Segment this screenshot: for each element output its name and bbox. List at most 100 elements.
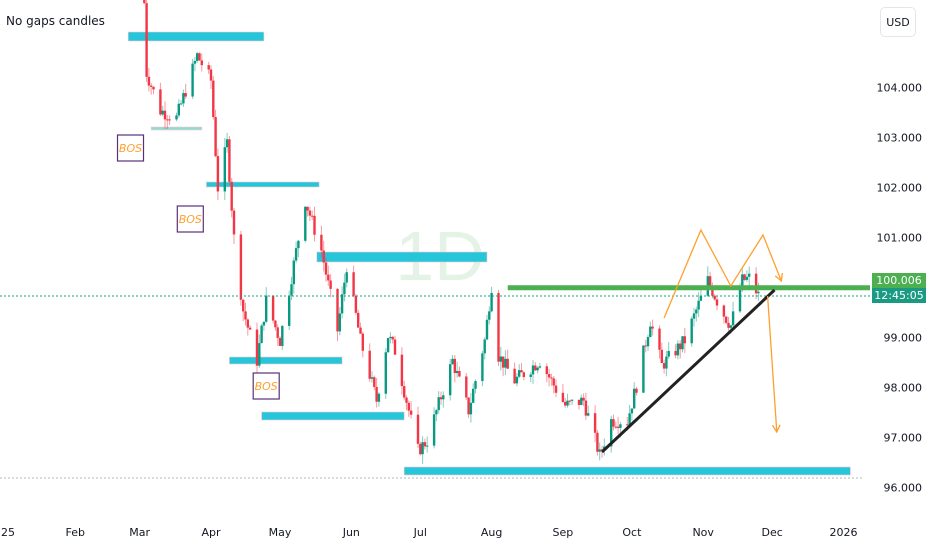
- candle-body: [177, 103, 180, 116]
- candle: [352, 265, 355, 298]
- candle-body: [322, 250, 325, 263]
- candle-body: [361, 333, 364, 351]
- candle: [635, 386, 638, 396]
- candle-body: [593, 413, 597, 433]
- candle-body: [642, 345, 645, 393]
- candle-body: [359, 327, 362, 334]
- x-tick-label: Jun: [342, 526, 360, 539]
- candle-body: [352, 272, 355, 296]
- candle-body: [490, 292, 493, 312]
- candle-body: [469, 402, 473, 415]
- candle-body: [577, 399, 581, 405]
- candle: [612, 414, 615, 431]
- y-tick-label: 102.000: [876, 181, 923, 195]
- candle-body: [453, 358, 456, 374]
- candle: [327, 265, 330, 286]
- candle: [338, 306, 341, 336]
- candle-body: [449, 364, 452, 396]
- candle-body: [419, 443, 422, 455]
- x-tick-label: Dec: [761, 526, 783, 539]
- candle: [531, 360, 535, 384]
- candle-body: [731, 311, 735, 326]
- candle: [439, 391, 443, 406]
- candle: [232, 207, 236, 245]
- candle: [748, 266, 751, 286]
- candle: [642, 345, 645, 393]
- candle: [322, 240, 325, 272]
- candle-body: [690, 318, 693, 344]
- candle-body: [674, 350, 677, 356]
- candle: [465, 373, 468, 401]
- candle-body: [357, 312, 360, 328]
- candle-body: [432, 414, 436, 446]
- x-tick-label: Sep: [552, 526, 574, 539]
- candle-body: [216, 156, 220, 192]
- candle-body: [405, 397, 408, 403]
- candle-body: [545, 366, 548, 375]
- candle-body: [483, 339, 486, 354]
- candle: [695, 306, 698, 322]
- candle-body: [294, 248, 298, 261]
- candle-body: [697, 300, 700, 310]
- candle: [745, 270, 749, 282]
- candle: [506, 349, 509, 369]
- candle: [455, 361, 459, 378]
- candle-body: [699, 295, 703, 301]
- candle: [373, 375, 376, 391]
- candle-body: [274, 320, 277, 328]
- candle: [308, 206, 312, 222]
- candle: [529, 371, 532, 383]
- candle: [547, 368, 551, 387]
- candle-body: [711, 285, 714, 296]
- candle: [472, 383, 475, 404]
- candle-body: [529, 374, 532, 378]
- candle-body: [336, 288, 339, 332]
- candle-body: [375, 386, 378, 402]
- candle-body: [248, 327, 252, 330]
- candle-body: [531, 365, 535, 375]
- candle-body: [232, 210, 236, 235]
- candle-body: [708, 276, 712, 286]
- candle-body: [695, 309, 698, 314]
- candle-body: [628, 413, 631, 425]
- candle-body: [196, 53, 199, 61]
- y-tick-label: 98.000: [883, 381, 923, 395]
- candle-body: [738, 289, 742, 312]
- candle-body: [580, 397, 583, 405]
- candle: [754, 267, 758, 300]
- candle: [426, 436, 429, 453]
- candle: [265, 287, 268, 324]
- candle-body: [145, 3, 148, 77]
- candle: [384, 348, 387, 399]
- candle: [343, 273, 346, 302]
- candle-body: [497, 292, 500, 362]
- candle-body: [370, 377, 374, 379]
- candle: [354, 293, 358, 315]
- candle: [681, 336, 684, 353]
- candle-body: [258, 343, 261, 366]
- candle: [196, 51, 199, 64]
- currency-button[interactable]: USD: [880, 7, 916, 37]
- candle-body: [288, 295, 291, 326]
- candle-body: [246, 319, 249, 328]
- candle: [660, 342, 663, 364]
- x-tick-label: 2026: [829, 526, 858, 539]
- candle-body: [729, 325, 732, 328]
- y-tick-label: 101.000: [876, 231, 923, 245]
- candle: [437, 391, 440, 414]
- candle: [614, 421, 617, 430]
- candle: [223, 137, 226, 201]
- bos-label: BOS: [255, 380, 278, 393]
- candle-body: [754, 273, 758, 294]
- candle: [633, 382, 636, 409]
- candle-body: [727, 322, 730, 328]
- candle-body: [550, 377, 553, 379]
- candle: [731, 301, 735, 330]
- candle: [577, 399, 581, 410]
- x-tick-label: Mar: [129, 526, 151, 539]
- candle-body: [472, 388, 475, 403]
- candle-body: [345, 272, 348, 283]
- x-tick-label: Feb: [65, 526, 86, 539]
- candle: [177, 99, 180, 118]
